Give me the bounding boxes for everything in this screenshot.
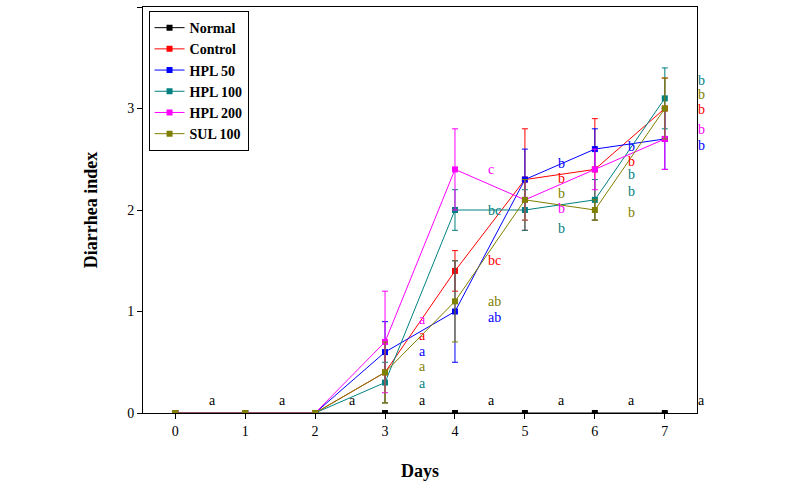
svg-text:HPL 50: HPL 50 — [190, 64, 236, 79]
svg-text:b: b — [628, 154, 635, 169]
svg-text:b: b — [628, 184, 635, 199]
svg-text:2: 2 — [312, 424, 319, 439]
svg-text:HPL 200: HPL 200 — [190, 106, 243, 121]
svg-text:a: a — [419, 393, 426, 408]
svg-text:a: a — [349, 393, 356, 408]
svg-text:Control: Control — [190, 42, 237, 57]
svg-text:3: 3 — [127, 101, 134, 116]
svg-text:a: a — [279, 393, 286, 408]
svg-text:a: a — [419, 376, 426, 391]
svg-text:b: b — [558, 201, 565, 216]
svg-text:b: b — [698, 87, 705, 102]
svg-text:Diarrhea index: Diarrhea index — [81, 152, 101, 269]
svg-text:ab: ab — [488, 310, 501, 325]
svg-text:bc: bc — [488, 253, 501, 268]
svg-text:b: b — [558, 171, 565, 186]
svg-text:bc: bc — [488, 203, 501, 218]
svg-text:5: 5 — [521, 424, 528, 439]
svg-text:a: a — [628, 393, 635, 408]
svg-text:1: 1 — [242, 424, 249, 439]
svg-text:a: a — [209, 393, 216, 408]
svg-text:2: 2 — [127, 203, 134, 218]
svg-text:4: 4 — [451, 424, 458, 439]
svg-text:ab: ab — [488, 294, 501, 309]
svg-text:b: b — [558, 221, 565, 236]
svg-text:a: a — [419, 328, 426, 343]
svg-text:a: a — [558, 393, 565, 408]
svg-text:0: 0 — [172, 424, 179, 439]
svg-text:b: b — [628, 205, 635, 220]
svg-text:a: a — [488, 393, 495, 408]
svg-text:a: a — [419, 312, 426, 327]
svg-text:0: 0 — [127, 406, 134, 421]
svg-text:b: b — [698, 73, 705, 88]
svg-text:Normal: Normal — [190, 21, 236, 36]
svg-text:3: 3 — [382, 424, 389, 439]
svg-text:b: b — [628, 167, 635, 182]
svg-text:6: 6 — [591, 424, 598, 439]
svg-text:a: a — [419, 344, 426, 359]
svg-text:Days: Days — [401, 461, 439, 481]
svg-text:7: 7 — [661, 424, 668, 439]
svg-text:b: b — [698, 122, 705, 137]
svg-text:a: a — [419, 359, 426, 374]
svg-text:b: b — [628, 139, 635, 154]
svg-text:c: c — [488, 162, 494, 177]
svg-text:SUL 100: SUL 100 — [190, 127, 241, 142]
svg-text:1: 1 — [127, 304, 134, 319]
svg-text:b: b — [558, 156, 565, 171]
svg-text:a: a — [698, 393, 705, 408]
svg-text:b: b — [698, 102, 705, 117]
svg-text:b: b — [698, 138, 705, 153]
svg-text:b: b — [558, 186, 565, 201]
svg-text:HPL 100: HPL 100 — [190, 85, 243, 100]
